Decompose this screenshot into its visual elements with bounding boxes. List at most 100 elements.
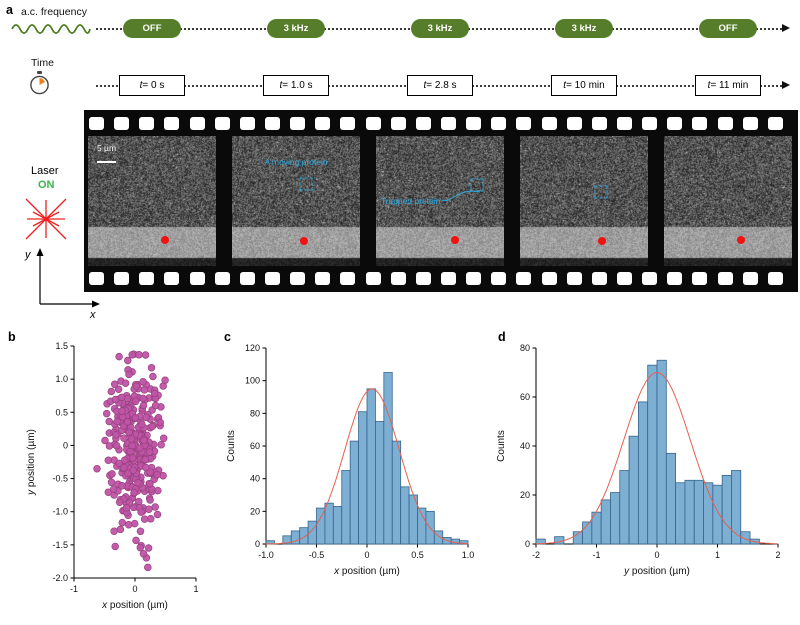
sprocket-hole bbox=[114, 117, 130, 130]
x-axis-arrow-label: x bbox=[89, 309, 96, 320]
sprocket-hole bbox=[642, 272, 658, 285]
y-tick-label: 1.5 bbox=[55, 341, 68, 351]
sprocket-hole bbox=[390, 117, 406, 130]
frequency-badge: 3 kHz bbox=[411, 19, 469, 38]
sprocket-hole bbox=[516, 117, 532, 130]
frequency-arrowhead-icon bbox=[782, 24, 790, 32]
panel-label-a: a bbox=[6, 3, 13, 17]
sprocket-hole bbox=[466, 117, 482, 130]
sprocket-hole bbox=[667, 117, 683, 130]
laser-label: Laser bbox=[31, 165, 59, 177]
x-tick-label: 0 bbox=[364, 550, 369, 560]
sprocket-hole bbox=[742, 117, 758, 130]
y-tick-label: 80 bbox=[250, 408, 260, 418]
laser-on-label: ON bbox=[38, 179, 55, 191]
panel-label-b: b bbox=[8, 330, 16, 344]
sprocket-hole bbox=[440, 117, 456, 130]
x-tick-label: -1 bbox=[592, 550, 600, 560]
film-frame: Trapped protein bbox=[376, 136, 504, 266]
gaussian-fit-curve bbox=[266, 388, 469, 545]
film-frame: A moving protein bbox=[232, 136, 360, 266]
y-tick-label: -0.5 bbox=[52, 474, 68, 484]
time-box: t = 0 s bbox=[119, 75, 185, 96]
x-tick-label: 1 bbox=[193, 584, 198, 594]
y-tick-label: 80 bbox=[520, 343, 530, 353]
trap-center-dot bbox=[597, 237, 606, 246]
sprocket-hole bbox=[667, 272, 683, 285]
sprocket-hole bbox=[491, 117, 507, 130]
sine-wave-icon bbox=[11, 24, 91, 34]
y-tick-label: 0.5 bbox=[55, 407, 68, 417]
frequency-badge: OFF bbox=[123, 19, 181, 38]
time-box: t = 1.0 s bbox=[263, 75, 329, 96]
microscopy-image bbox=[88, 136, 216, 266]
x-tick-label: -0.5 bbox=[309, 550, 325, 560]
trap-region-box bbox=[299, 177, 313, 191]
frequency-badge: OFF bbox=[699, 19, 757, 38]
y-tick-label: 20 bbox=[520, 490, 530, 500]
panel-label-d: d bbox=[498, 330, 506, 344]
sprocket-hole bbox=[290, 117, 306, 130]
film-frame bbox=[520, 136, 648, 266]
trap-center-dot bbox=[451, 236, 460, 244]
frequency-badge: 3 kHz bbox=[555, 19, 613, 38]
sprocket-hole bbox=[164, 117, 180, 130]
microscopy-image bbox=[664, 136, 792, 266]
stopwatch-icon bbox=[30, 71, 49, 95]
sprocket-hole bbox=[290, 272, 306, 285]
sprocket-hole bbox=[139, 272, 155, 285]
sprocket-hole bbox=[692, 117, 708, 130]
scatter-points bbox=[93, 350, 169, 572]
laser-starburst-icon bbox=[25, 198, 67, 240]
microscopy-image bbox=[232, 136, 360, 266]
sprocket-hole bbox=[591, 272, 607, 285]
sprocket-hole bbox=[415, 117, 431, 130]
sprocket-hole bbox=[239, 117, 255, 130]
sprocket-hole bbox=[214, 272, 230, 285]
y-tick-label: 0 bbox=[255, 539, 260, 549]
histogram-x-position: -1.0 -0.5 0 0.5 1.0 0 20 40 60 80 100 120 x position… bbox=[226, 343, 474, 577]
y-tick-label: 60 bbox=[250, 441, 260, 451]
sprocket-hole bbox=[189, 272, 205, 285]
x-axis-title: x position (µm) bbox=[101, 600, 168, 611]
time-label: Time bbox=[31, 57, 54, 69]
y-axis-title: Counts bbox=[226, 430, 237, 462]
sprocket-hole bbox=[164, 272, 180, 285]
x-tick-label: 0.5 bbox=[411, 550, 424, 560]
sprocket-hole bbox=[189, 117, 205, 130]
panel-label-c: c bbox=[224, 330, 231, 344]
x-tick-label: 0 bbox=[132, 584, 137, 594]
sprocket-hole bbox=[415, 272, 431, 285]
sprocket-hole bbox=[315, 117, 331, 130]
time-box: t = 10 min bbox=[551, 75, 617, 96]
film-strip: 5 µm A moving protein Trapped protein bbox=[84, 110, 798, 292]
time-box: t = 2.8 s bbox=[407, 75, 473, 96]
microscopy-image bbox=[376, 136, 504, 266]
x-axis-title: y position (µm) bbox=[623, 566, 690, 577]
scale-bar-label: 5 µm bbox=[96, 142, 117, 153]
sprocket-hole bbox=[566, 117, 582, 130]
histogram-bars bbox=[535, 359, 760, 545]
sprocket-hole bbox=[541, 272, 557, 285]
sprocket-hole bbox=[315, 272, 331, 285]
protein-annotation-label: A moving protein bbox=[264, 156, 328, 167]
sprocket-hole bbox=[239, 272, 255, 285]
y-tick-label: 0 bbox=[63, 440, 68, 450]
sprocket-hole bbox=[717, 272, 733, 285]
sprocket-hole bbox=[516, 272, 532, 285]
y-tick-label: -2.0 bbox=[52, 573, 68, 583]
sprocket-hole bbox=[692, 272, 708, 285]
sprocket-hole bbox=[767, 272, 783, 285]
y-tick-label: 20 bbox=[250, 506, 260, 516]
y-tick-label: 0 bbox=[525, 539, 530, 549]
gaussian-fit-curve bbox=[535, 371, 779, 545]
frequency-badge: 3 kHz bbox=[267, 19, 325, 38]
sprocket-hole bbox=[566, 272, 582, 285]
trap-region-box bbox=[470, 178, 484, 192]
film-frame: 5 µm bbox=[88, 136, 216, 266]
sprocket-hole bbox=[466, 272, 482, 285]
sprocket-hole bbox=[264, 272, 280, 285]
sprocket-hole bbox=[89, 117, 104, 130]
